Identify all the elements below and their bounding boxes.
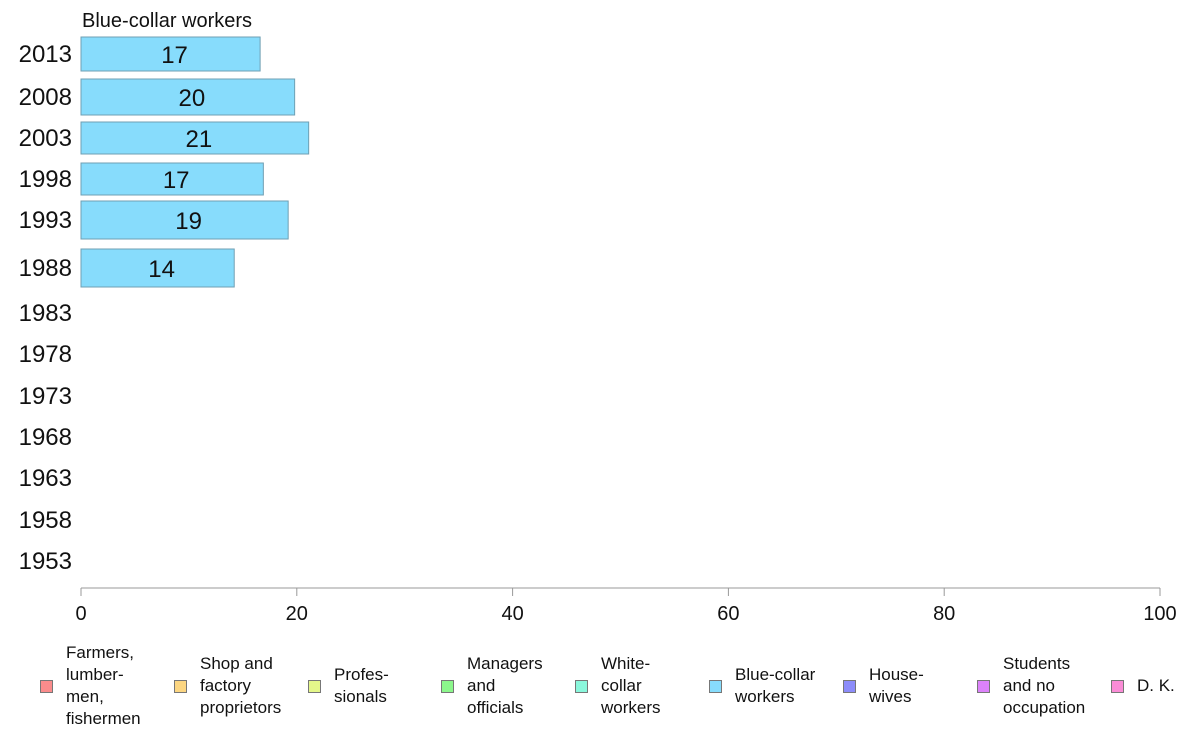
y-tick-label-1953: 1953 — [19, 548, 72, 575]
legend-swatch — [308, 679, 321, 693]
bar-1998 — [80, 162, 264, 196]
x-tick-label-0: 0 — [75, 603, 86, 625]
bar-2008 — [80, 78, 296, 116]
legend-swatch — [441, 679, 454, 693]
y-tick-label-1958: 1958 — [19, 507, 72, 534]
legend-item-8: Students and no occupation — [977, 646, 1085, 726]
legend: Farmers, lumber- men, fishermen Shop and … — [0, 643, 1188, 728]
y-axis-labels: 2013 2008 2003 1998 1993 1988 1983 1978 1973 1968… — [19, 41, 72, 575]
legend-item-1: Farmers, lumber- men, fishermen — [40, 643, 141, 728]
legend-swatch — [709, 679, 722, 693]
legend-swatch — [977, 679, 990, 693]
y-tick-label-1998: 1998 — [19, 166, 72, 193]
legend-item-2: Shop and factory proprietors — [174, 646, 281, 726]
y-tick-label-2003: 2003 — [19, 125, 72, 152]
legend-label: Farmers, lumber- men, fishermen — [66, 643, 141, 728]
y-tick-label-2013: 2013 — [19, 41, 72, 68]
bar-2013 — [80, 36, 261, 72]
bar-label-1993: 19 — [175, 208, 202, 235]
y-tick-label-1983: 1983 — [19, 300, 72, 327]
x-tick-label-40: 40 — [501, 603, 523, 625]
y-tick-label-1973: 1973 — [19, 383, 72, 410]
x-axis: 0 20 40 60 80 100 — [75, 587, 1177, 625]
legend-label: Managers and officials — [467, 654, 543, 717]
legend-label: House- wives — [869, 665, 924, 706]
chart-title: Blue-collar workers — [82, 10, 252, 32]
y-tick-label-1963: 1963 — [19, 465, 72, 492]
legend-item-9: D. K. — [1111, 646, 1175, 726]
x-tick-label-100: 100 — [1143, 603, 1176, 625]
bar-label-2013: 17 — [161, 42, 188, 69]
legend-item-7: House- wives — [843, 646, 924, 726]
bar-chart: Blue-collar workers 2013 2008 2003 1998 1993… — [19, 10, 1177, 625]
bars — [80, 36, 310, 288]
y-tick-label-1988: 1988 — [19, 255, 72, 282]
legend-label: Blue-collar workers — [735, 665, 816, 706]
y-tick-label-1968: 1968 — [19, 424, 72, 451]
bar-2003 — [80, 121, 310, 155]
legend-label: Students and no occupation — [1003, 654, 1086, 717]
x-tick-label-80: 80 — [933, 603, 955, 625]
legend-item-5: White- collar workers — [575, 646, 661, 726]
bar-label-2008: 20 — [178, 85, 205, 112]
legend-label: D. K. — [1137, 676, 1175, 695]
legend-item-4: Managers and officials — [441, 646, 543, 726]
bar-label-1998: 17 — [163, 167, 190, 194]
legend-swatch — [40, 679, 53, 693]
legend-item-3: Profes- sionals — [308, 646, 389, 726]
legend-label: White- collar workers — [601, 654, 661, 717]
y-tick-label-1993: 1993 — [19, 207, 72, 234]
y-tick-label-2008: 2008 — [19, 84, 72, 111]
legend-swatch — [1111, 679, 1124, 693]
legend-swatch — [575, 679, 588, 693]
bar-label-1988: 14 — [148, 256, 175, 283]
legend-label: Shop and factory proprietors — [200, 654, 282, 717]
legend-label: Profes- sionals — [334, 665, 389, 706]
y-tick-label-1978: 1978 — [19, 341, 72, 368]
x-tick-label-20: 20 — [286, 603, 308, 625]
legend-swatch — [174, 679, 187, 693]
legend-item-6: Blue-collar workers — [709, 646, 815, 726]
legend-swatch — [843, 679, 856, 693]
x-tick-label-60: 60 — [717, 603, 739, 625]
bar-1988 — [80, 248, 235, 288]
bar-label-2003: 21 — [185, 126, 212, 153]
bar-1993 — [80, 200, 289, 240]
